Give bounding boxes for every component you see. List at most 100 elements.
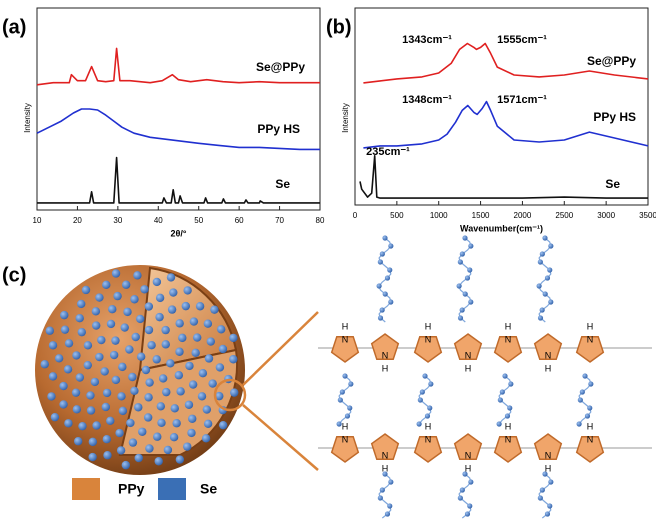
x-tick-label: 3000 <box>597 211 615 220</box>
se-atom <box>428 381 433 386</box>
page: {"chart_data": [ {"type": "line", "panel… <box>0 0 656 524</box>
se-atom <box>465 511 470 516</box>
se-dot <box>185 401 193 409</box>
legend-swatch <box>158 478 186 500</box>
se-dot <box>175 371 183 379</box>
se-dot <box>128 373 136 381</box>
se-dot <box>161 326 169 334</box>
se-atom <box>458 495 463 500</box>
se-atom <box>378 315 383 320</box>
se-dot <box>107 320 115 328</box>
x-tick-label: 50 <box>194 216 203 225</box>
se-atom <box>587 405 592 410</box>
se-dot <box>205 354 213 362</box>
se-dot <box>65 339 73 347</box>
se-dot <box>72 351 80 359</box>
x-tick-label: 40 <box>154 216 163 225</box>
se-atom <box>385 511 390 516</box>
se-dot <box>130 295 138 303</box>
se-atom <box>388 243 393 248</box>
se-atom <box>497 421 502 426</box>
se-dot <box>208 379 216 387</box>
ppy-rings: NHNHNHNHNHNHNHNHNHNHNHNHNHNH <box>332 321 604 473</box>
atom-h: H <box>465 463 472 473</box>
se-dot <box>204 320 212 328</box>
se-dot <box>95 293 103 301</box>
x-tick-label: 30 <box>113 216 122 225</box>
se-atom <box>548 299 553 304</box>
se-dot <box>134 403 142 411</box>
se-dot <box>188 415 196 423</box>
se-dot <box>122 461 130 469</box>
se-dot <box>198 392 206 400</box>
series-label: Se <box>605 177 620 191</box>
annotation: 1343cm⁻¹ <box>402 34 452 46</box>
se-dot <box>112 376 120 384</box>
se-dot <box>145 444 153 452</box>
x-tick-label: 500 <box>390 211 404 220</box>
se-atom <box>467 267 472 272</box>
se-dot <box>49 341 57 349</box>
atom-h: H <box>587 421 594 431</box>
x-tick-label: 2500 <box>555 211 573 220</box>
se-dot <box>132 333 140 341</box>
se-dot <box>92 321 100 329</box>
se-dot <box>155 457 163 465</box>
se-atom <box>340 389 345 394</box>
se-dot <box>113 292 121 300</box>
series-label: PPy HS <box>593 110 636 124</box>
se-dot <box>123 308 131 316</box>
se-atom <box>468 299 473 304</box>
se-dot <box>97 336 105 344</box>
se-atom <box>502 373 507 378</box>
se-dot <box>171 404 179 412</box>
se-atom <box>538 315 543 320</box>
se-atom <box>547 503 552 508</box>
se-dot <box>78 422 86 430</box>
se-dot <box>49 372 57 380</box>
se-atom <box>338 397 343 402</box>
se-dot <box>129 438 137 446</box>
se-dot <box>84 341 92 349</box>
se-atom <box>545 511 550 516</box>
se-dot <box>147 341 155 349</box>
se-dot <box>182 302 190 310</box>
series-label: Se@PPy <box>587 54 636 68</box>
atom-n: N <box>465 450 472 460</box>
series-label: Se <box>275 177 290 191</box>
se-atom <box>542 235 547 240</box>
panel-label: (b) <box>326 16 352 38</box>
se-dot <box>95 353 103 361</box>
se-dot <box>155 313 163 321</box>
x-axis-label: 2θ/° <box>171 228 187 238</box>
atom-h: H <box>465 363 472 373</box>
se-atom <box>548 479 553 484</box>
se-atom <box>505 413 510 418</box>
se-dot <box>202 434 210 442</box>
se-dot <box>145 326 153 334</box>
se-dot <box>47 392 55 400</box>
x-tick-label: 1000 <box>430 211 448 220</box>
x-tick-label: 10 <box>33 216 42 225</box>
atom-n: N <box>545 450 552 460</box>
se-dot <box>153 355 161 363</box>
se-dot <box>229 334 237 342</box>
se-dot <box>51 413 59 421</box>
atom-h: H <box>342 321 349 331</box>
atom-n: N <box>342 434 349 444</box>
series-label: Se@PPy <box>256 60 305 74</box>
se-dot <box>119 407 127 415</box>
se-dot <box>203 405 211 413</box>
se-dot <box>175 319 183 327</box>
se-dot <box>112 269 120 277</box>
se-dot <box>121 323 129 331</box>
se-dot <box>75 314 83 322</box>
se-dot <box>185 362 193 370</box>
se-dot <box>55 354 63 362</box>
se-dot <box>172 419 180 427</box>
se-atom <box>380 251 385 256</box>
se-dot <box>122 281 130 289</box>
se-dot <box>64 419 72 427</box>
se-dot <box>207 337 215 345</box>
se-dot <box>84 361 92 369</box>
